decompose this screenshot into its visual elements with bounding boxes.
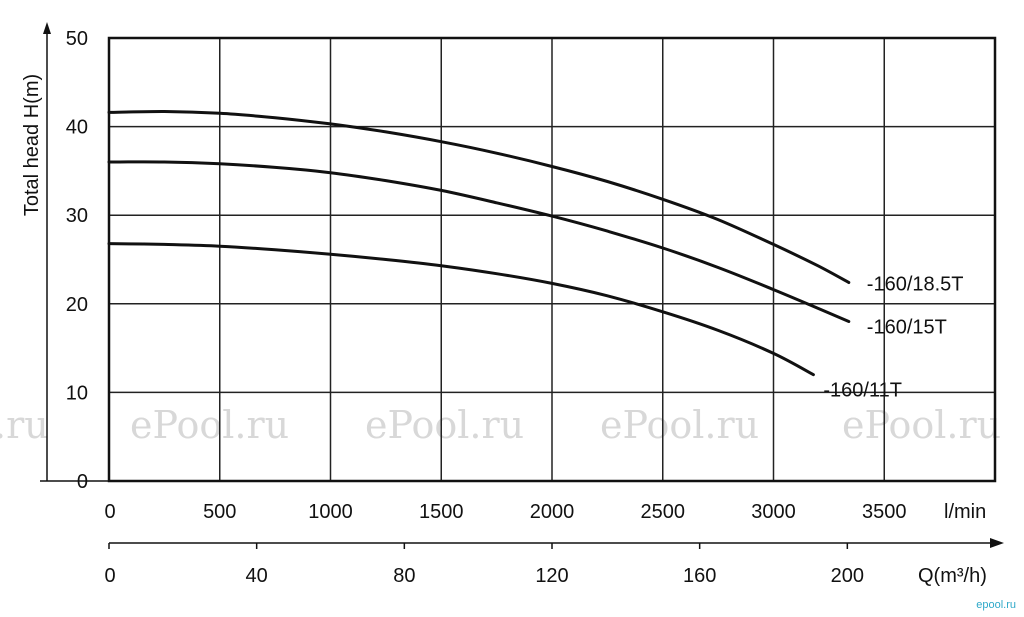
- series-label: -160/15T: [867, 317, 947, 339]
- x2-tick-label: 200: [831, 565, 864, 587]
- y-tick-label: 20: [66, 294, 88, 316]
- series-line: [107, 160, 851, 323]
- x2-tick-label: 40: [246, 565, 268, 587]
- x2-tick-label: 120: [535, 565, 568, 587]
- watermark-text: .ru: [0, 403, 49, 447]
- axes: [40, 22, 1004, 549]
- y-tick-label: 50: [66, 28, 88, 50]
- x-tick-label: 3000: [751, 501, 796, 523]
- watermark-layer: ePool.ru ePool.ru ePool.ru ePool.ru .ru: [0, 403, 1001, 447]
- x2-tick-label: 160: [683, 565, 716, 587]
- watermark-text: ePool.ru: [600, 403, 759, 447]
- watermark-text: ePool.ru: [365, 403, 524, 447]
- y-tick-label: 0: [77, 471, 88, 493]
- x2-tick-label: 0: [104, 565, 115, 587]
- x-tick-label: 2500: [641, 501, 686, 523]
- series-curves: -160/18.5T -160/15T -160/11T: [107, 109, 964, 402]
- x2-axis-arrow-icon: [990, 538, 1004, 548]
- brand-logo: epool.ru: [976, 599, 1016, 611]
- y-axis-arrow-icon: [43, 22, 51, 34]
- x2-tick-label: 80: [393, 565, 415, 587]
- watermark-text: ePool.ru: [842, 403, 1001, 447]
- x-tick-label: 1000: [308, 501, 353, 523]
- y-tick-label: 40: [66, 117, 88, 139]
- series-line: [107, 242, 815, 377]
- y-axis-label: Total head H(m): [21, 74, 43, 216]
- series-label: -160/18.5T: [867, 274, 964, 296]
- x-tick-label: 0: [104, 501, 115, 523]
- y-tick-label: 10: [66, 382, 88, 404]
- x-tick-label: 3500: [862, 501, 907, 523]
- plot-frame: [107, 36, 997, 483]
- y-tick-label: 30: [66, 205, 88, 227]
- x2-axis-label: Q(m³/h): [918, 565, 987, 587]
- watermark-text: ePool.ru: [130, 403, 289, 447]
- x-tick-label: 500: [203, 501, 236, 523]
- x-tick-label: 1500: [419, 501, 464, 523]
- series-line: [107, 109, 851, 284]
- x-axis-label: l/min: [944, 501, 986, 523]
- series-label: -160/11T: [823, 380, 902, 402]
- x-tick-label: 2000: [530, 501, 575, 523]
